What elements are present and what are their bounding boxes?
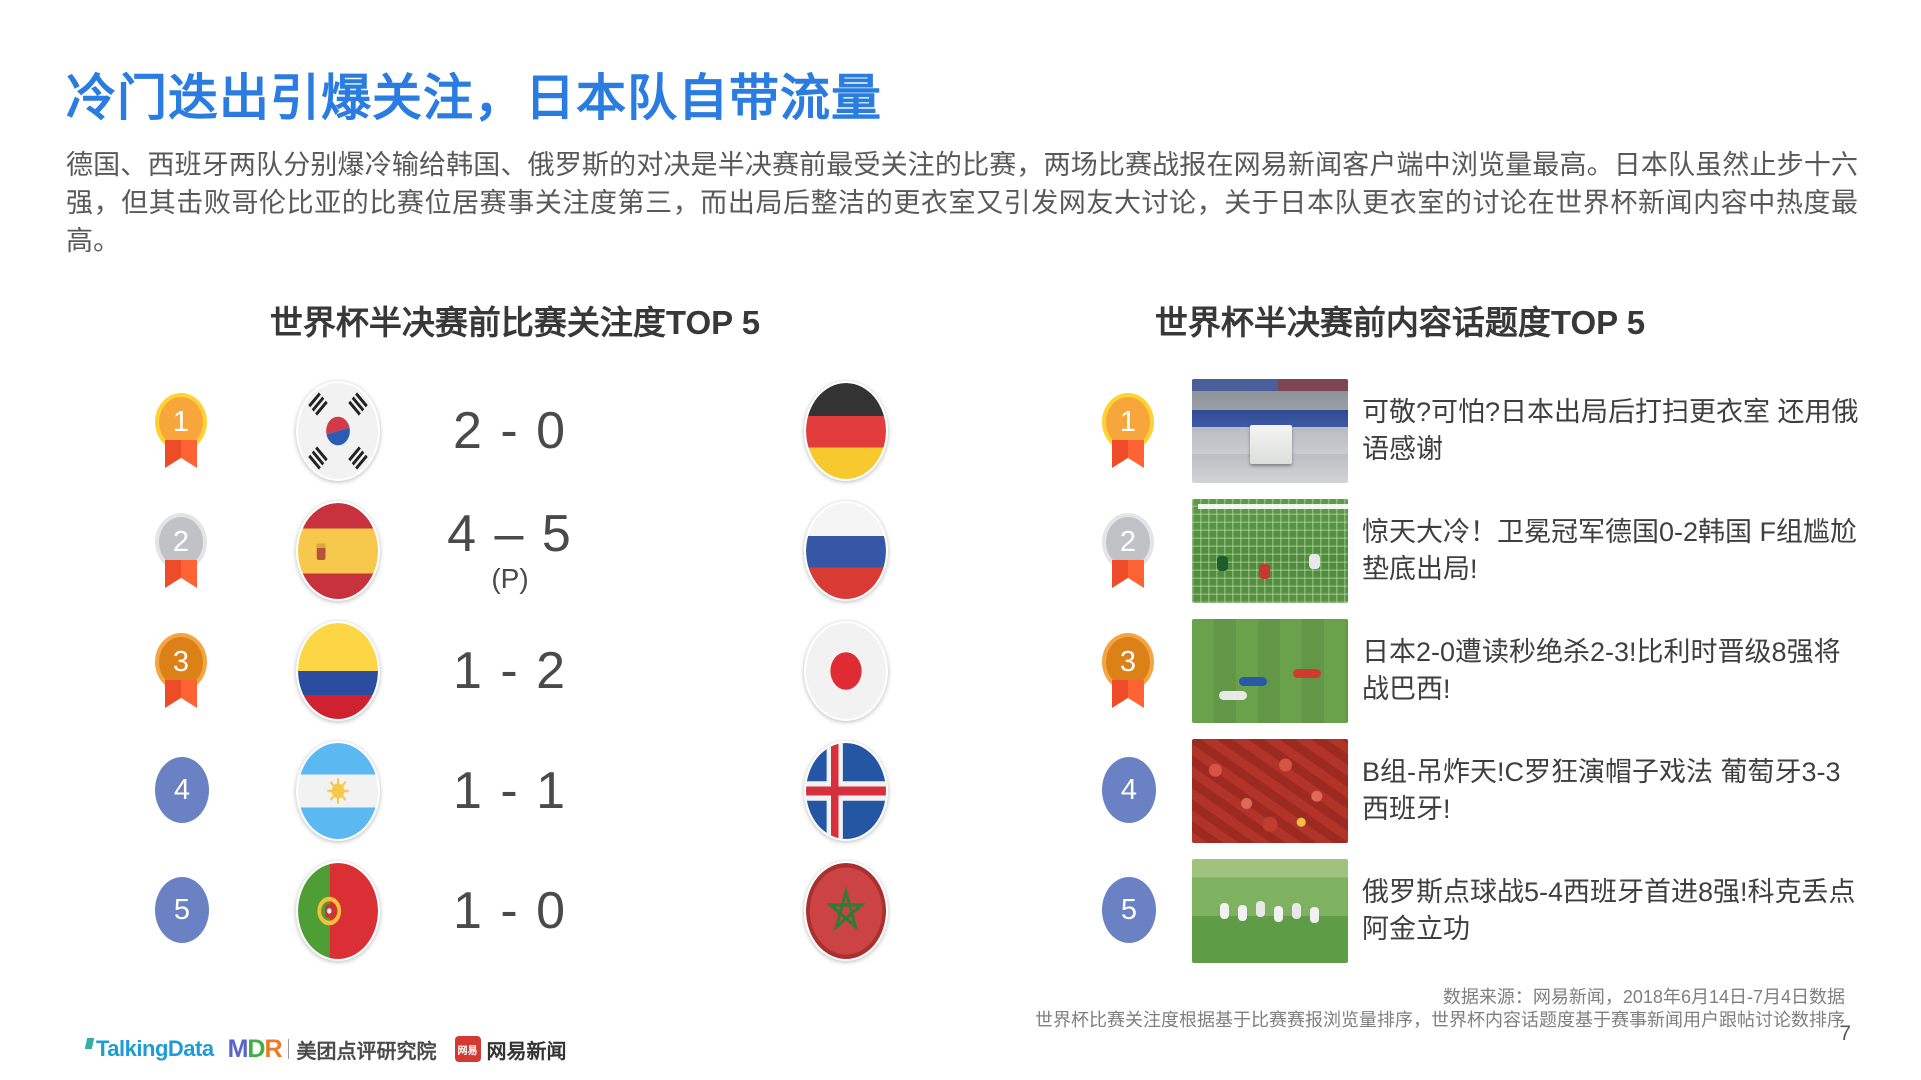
page-number: 7 bbox=[1839, 1022, 1851, 1045]
news-headline: 惊天大冷！卫冕冠军德国0-2韩国 F组尴尬垫底出局! bbox=[1362, 517, 1858, 584]
flag-morocco bbox=[804, 861, 888, 961]
rank-medal: 1 bbox=[155, 393, 207, 451]
rank-medal: 3 bbox=[1102, 633, 1154, 691]
rank-number: 5 bbox=[1120, 893, 1138, 926]
logo-divider bbox=[287, 1039, 289, 1059]
rank-medal: 4 bbox=[1102, 757, 1156, 823]
news-thumbnail bbox=[1192, 379, 1348, 483]
rank-medal: 2 bbox=[155, 513, 207, 571]
flag-south-korea bbox=[296, 381, 380, 481]
topic-row-3: 3 日本2-0遭读秒绝杀2-3!比利时晋级8强将战巴西! bbox=[0, 611, 1921, 731]
match-row-4: 4 1 - 1 bbox=[0, 731, 1921, 851]
intro-paragraph: 德国、西班牙两队分别爆冷输给韩国、俄罗斯的对决是半决赛前最受关注的比赛，两场比赛… bbox=[66, 150, 1858, 256]
news-headline: B组-吊炸天!C罗狂演帽子戏法 葡萄牙3-3西班牙! bbox=[1362, 757, 1841, 824]
mdr-logo: MDR bbox=[227, 1034, 283, 1063]
news-thumbnail bbox=[1192, 499, 1348, 603]
flag-germany bbox=[804, 381, 888, 481]
rank-number: 3 bbox=[1119, 645, 1137, 678]
topic-row-4: 4 B组-吊炸天!C罗狂演帽子戏法 葡萄牙3-3西班牙! bbox=[0, 731, 1921, 851]
data-source-line-2: 世界杯比赛关注度根据基于比赛赛报浏览量排序，世界杯内容话题度基于赛事新闻用户跟帖… bbox=[1035, 1010, 1845, 1030]
data-source-note: 数据来源：网易新闻，2018年6月14日-7月4日数据 世界杯比赛关注度根据基于… bbox=[1035, 986, 1845, 1032]
flag-japan bbox=[804, 621, 888, 721]
footer-logos: TalkingData MDR 美团点评研究院 网易 网易新闻 bbox=[84, 1034, 567, 1064]
news-headline: 可敬?可怕?日本出局后打扫更衣室 还用俄语感谢 bbox=[1362, 397, 1859, 464]
rank-medal: 5 bbox=[155, 877, 209, 943]
rank-medal: 4 bbox=[155, 757, 209, 823]
flag-colombia bbox=[296, 621, 380, 721]
data-source-line-1: 数据来源：网易新闻，2018年6月14日-7月4日数据 bbox=[1442, 987, 1845, 1007]
talkingdata-logo: TalkingData bbox=[96, 1036, 214, 1061]
rank-number: 1 bbox=[1119, 405, 1137, 438]
match-score: 1 - 2 bbox=[452, 641, 568, 700]
rank-medal: 5 bbox=[1102, 877, 1156, 943]
rank-medal: 2 bbox=[1102, 513, 1154, 571]
news-headline: 俄罗斯点球战5-4西班牙首进8强!科克丢点阿金立功 bbox=[1362, 877, 1856, 944]
flag-iceland bbox=[804, 741, 888, 841]
flag-spain bbox=[296, 501, 380, 601]
match-row-5: 5 1 - 0 bbox=[0, 851, 1921, 971]
news-headline: 日本2-0遭读秒绝杀2-3!比利时晋级8强将战巴西! bbox=[1362, 637, 1841, 704]
match-score: 1 - 1 bbox=[452, 761, 568, 820]
match-score: 4 – 5 (P) bbox=[447, 504, 573, 595]
match-row-2: 2 4 – 5 (P) bbox=[0, 491, 1921, 611]
topic-row-2: 2 惊天大冷！卫冕冠军德国0-2韩国 F组尴尬垫底出局! bbox=[0, 491, 1921, 611]
rank-number: 4 bbox=[1120, 773, 1138, 806]
rank-number: 2 bbox=[1119, 525, 1137, 558]
flag-argentina bbox=[296, 741, 380, 841]
match-row-3: 3 1 - 2 bbox=[0, 611, 1921, 731]
match-score: 2 - 0 bbox=[452, 401, 568, 460]
right-section-title: 世界杯半决赛前内容话题度TOP 5 bbox=[1154, 304, 1646, 341]
flag-russia bbox=[804, 501, 888, 601]
topic-row-1: 1 可敬?可怕?日本出局后打扫更衣室 还用俄语感谢 bbox=[0, 371, 1921, 491]
rank-medal: 1 bbox=[1102, 393, 1154, 451]
netease-logo-badge: 网易 bbox=[454, 1036, 481, 1062]
rank-number: 3 bbox=[172, 645, 190, 678]
meituan-research-label: 美团点评研究院 bbox=[296, 1040, 437, 1063]
news-thumbnail bbox=[1192, 859, 1348, 963]
topic-row-5: 5 俄罗斯点球战5-4西班牙首进8强!科克丢点阿金立功 bbox=[0, 851, 1921, 971]
rank-medal: 3 bbox=[155, 633, 207, 691]
page-title: 冷门迭出引爆关注，日本队自带流量 bbox=[66, 70, 882, 126]
rank-number: 1 bbox=[172, 405, 190, 438]
match-row-1: 1 2 - 0 bbox=[0, 371, 1921, 491]
talkingdata-tick-icon bbox=[84, 1037, 95, 1049]
rank-number: 5 bbox=[173, 893, 191, 926]
news-thumbnail bbox=[1192, 619, 1348, 723]
match-score: 1 - 0 bbox=[452, 881, 568, 940]
news-thumbnail bbox=[1192, 739, 1348, 843]
flag-portugal bbox=[296, 861, 380, 961]
rank-number: 4 bbox=[173, 773, 191, 806]
rank-number: 2 bbox=[172, 525, 190, 558]
left-section-title: 世界杯半决赛前比赛关注度TOP 5 bbox=[269, 304, 761, 341]
netease-news-label: 网易新闻 bbox=[486, 1040, 567, 1063]
